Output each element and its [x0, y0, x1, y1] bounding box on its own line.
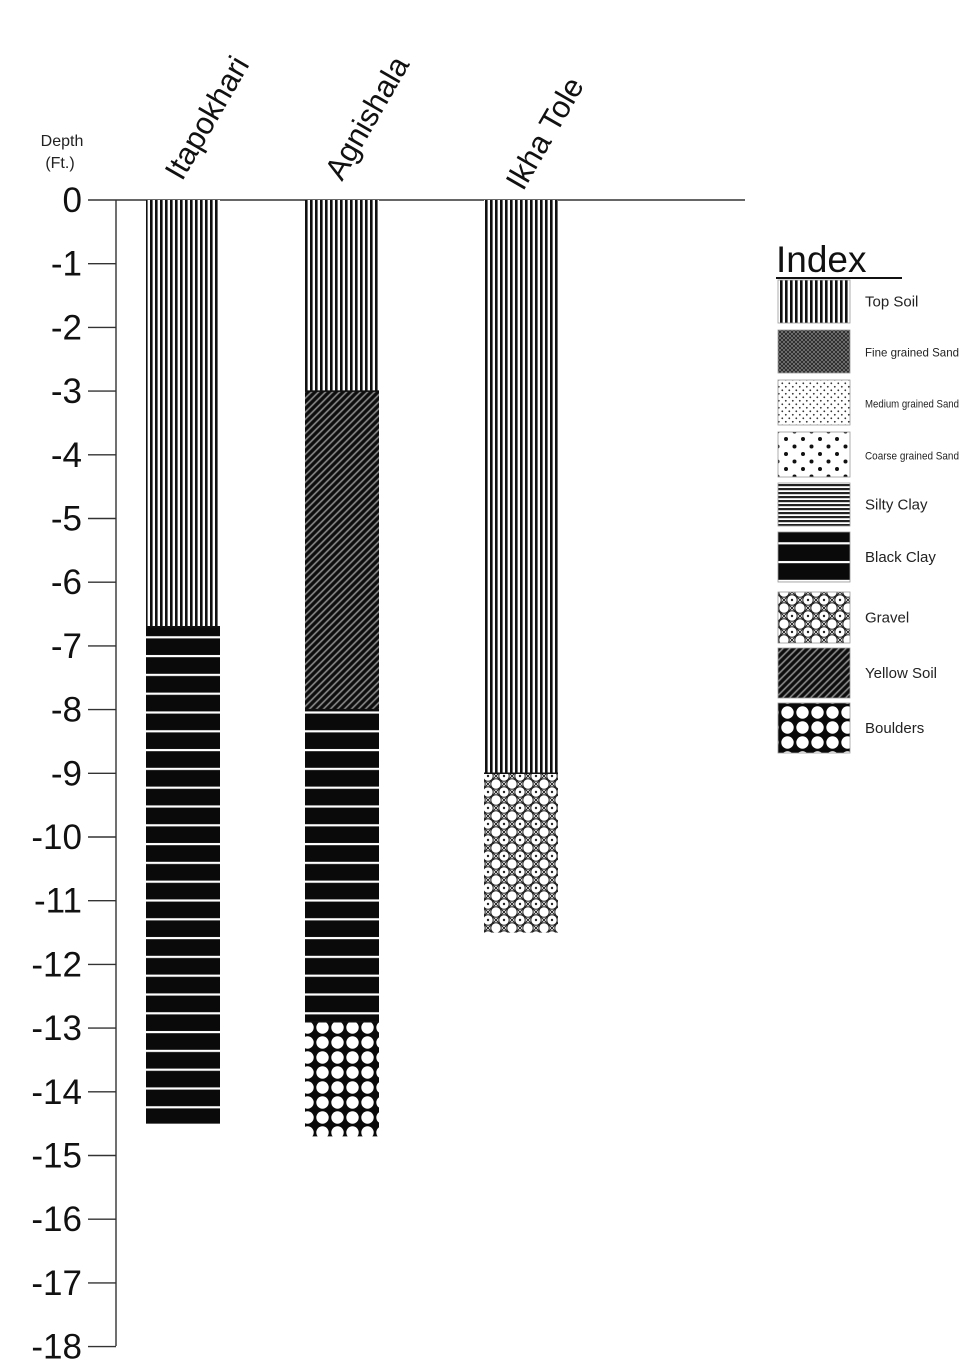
y-tick-label: -4: [51, 436, 82, 475]
layer-black-clay: [146, 626, 220, 1124]
layer-gravel: [484, 773, 558, 933]
layer-top-soil: [305, 200, 379, 392]
legend-swatch-silty-clay: [777, 482, 851, 527]
legend-swatch-fine-grained-sand: [777, 329, 851, 374]
legend-label: Yellow Soil: [865, 665, 937, 682]
y-tick-label: -17: [31, 1264, 82, 1303]
legend-title: Index: [776, 239, 867, 280]
y-tick-label: -18: [31, 1328, 82, 1367]
legend-label: Black Clay: [865, 549, 936, 566]
y-tick-label: -16: [31, 1200, 82, 1239]
layer-top-soil: [146, 200, 220, 627]
legend-label: Silty Clay: [865, 497, 928, 514]
y-tick-label: -14: [31, 1073, 82, 1112]
y-tick-label: -13: [31, 1009, 82, 1048]
legend-items: Top Soil Fine grained Sand Medium grained …: [777, 279, 959, 754]
y-tick-label: -11: [34, 882, 82, 921]
legend-label: Top Soil: [865, 294, 918, 311]
y-tick-label: -7: [51, 627, 82, 666]
legend-swatch-black-clay: [777, 531, 851, 583]
layer-boulders: [305, 1021, 379, 1137]
layer-top-soil: [484, 200, 558, 774]
y-axis-label-line-2: (Ft.): [45, 155, 74, 172]
legend-swatch-top-soil: [777, 279, 851, 324]
legend-swatch-medium-grained-sand: [777, 379, 851, 426]
y-tick-label: -1: [51, 245, 82, 284]
legend-swatch-yellow-soil: [777, 647, 851, 699]
legend: Index Top Soil Fine grained Sand Medium gr…: [776, 239, 959, 754]
borehole-names: Itapokhari Agnishala Ikha Tole: [158, 49, 591, 195]
y-tick-label: 0: [63, 181, 82, 220]
borehole-name: Agnishala: [318, 49, 417, 185]
y-tick-label: -6: [51, 563, 82, 602]
legend-label: Boulders: [865, 720, 924, 737]
y-tick-label: -9: [51, 754, 82, 793]
borehole-name: Ikha Tole: [499, 71, 591, 195]
y-tick-label: -2: [51, 308, 82, 347]
legend-label: Medium grained Sand: [865, 399, 959, 411]
y-tick-label: -8: [51, 691, 82, 730]
y-tick-label: -10: [31, 818, 82, 857]
y-tick-label: -15: [31, 1137, 82, 1176]
legend-label: Fine grained Sand: [865, 346, 959, 360]
layer-yellow-soil: [305, 391, 379, 710]
layer-black-clay: [305, 709, 379, 1022]
y-tick-label: -5: [51, 500, 82, 539]
boreholes: [146, 200, 558, 1137]
borehole-name: Itapokhari: [158, 50, 256, 185]
y-axis-label-line-1: Depth: [41, 133, 84, 150]
legend-swatch-coarse-grained-sand: [777, 431, 851, 478]
y-tick-label: -3: [51, 372, 82, 411]
y-axis-ticks: 0 -1 -2 -3 -4 -5 -6 -7 -8 -9 -10 -11 -12 -13 -14 -15 -16…: [31, 181, 116, 1367]
legend-swatch-boulders: [777, 702, 851, 754]
legend-swatch-gravel: [777, 591, 851, 644]
legend-label: Gravel: [865, 610, 909, 627]
y-tick-label: -12: [31, 945, 82, 984]
legend-label: Coarse grained Sand: [865, 451, 959, 463]
